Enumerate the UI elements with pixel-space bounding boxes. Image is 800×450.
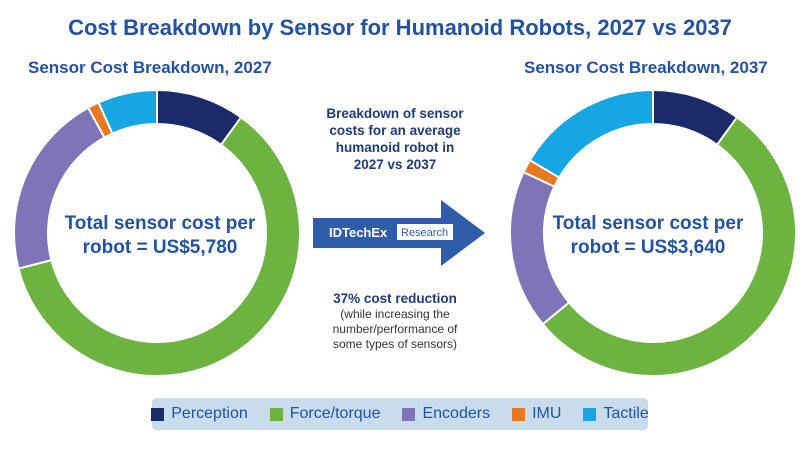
description-line: 2027 vs 2037 — [353, 157, 437, 172]
legend-item-imu: IMU — [512, 405, 561, 423]
cost-reduction-headline: 37% cost reduction — [333, 291, 457, 306]
total-cost-2027-line1: Total sensor cost per — [64, 213, 256, 234]
donut-2027-slice-force-torque — [17, 115, 301, 377]
cost-reduction-note: 37% cost reduction (while increasing the… — [305, 290, 485, 352]
donut-chart-2037 — [509, 88, 797, 377]
research-tag-text: Research — [401, 227, 448, 239]
arrow-icon: IDTechEx Research — [313, 200, 485, 266]
idtechex-logo-text: IDTechEx — [329, 225, 388, 240]
legend-label: Encoders — [422, 405, 491, 422]
legend-label: Tactile — [603, 405, 649, 422]
description-line: Breakdown of sensor — [326, 106, 464, 121]
legend: Perception Force/torque Encoders IMU Tac… — [151, 398, 649, 430]
legend-swatch — [583, 407, 597, 421]
legend-label: IMU — [532, 405, 562, 422]
right-chart-subtitle: Sensor Cost Breakdown, 2037 — [524, 58, 768, 77]
cost-reduction-detail: (while increasing the — [340, 307, 450, 321]
left-chart-subtitle: Sensor Cost Breakdown, 2027 — [28, 58, 272, 77]
legend-swatch — [151, 407, 165, 421]
legend-swatch — [402, 407, 416, 421]
total-cost-2037: Total sensor cost per robot = US$3,640 — [518, 212, 778, 260]
legend-label: Force/torque — [289, 405, 381, 422]
research-tag — [397, 224, 453, 240]
comparison-description: Breakdown of sensor costs for an average… — [305, 105, 485, 173]
chart-title: Cost Breakdown by Sensor for Humanoid Ro… — [68, 15, 732, 40]
donut-2027-slice-tactile — [97, 88, 158, 135]
description-line: humanoid robot in — [335, 140, 455, 155]
legend-item-perception: Perception — [151, 405, 248, 423]
total-cost-2027-line2: robot = US$5,780 — [82, 237, 238, 258]
cost-reduction-detail: number/performance of — [332, 322, 458, 336]
total-cost-2027: Total sensor cost per robot = US$5,780 — [30, 212, 290, 260]
donut-2037-slice-force-torque — [541, 115, 797, 377]
legend-item-force-torque: Force/torque — [269, 405, 381, 423]
legend-item-encoders: Encoders — [402, 405, 490, 423]
donut-chart-2027 — [13, 88, 301, 377]
legend-swatch — [512, 407, 526, 421]
legend-label: Perception — [171, 405, 248, 422]
total-cost-2037-line1: Total sensor cost per — [552, 213, 744, 234]
cost-reduction-detail: some types of sensors) — [332, 337, 458, 351]
description-line: costs for an average — [329, 123, 461, 138]
legend-swatch — [269, 407, 283, 421]
legend-item-tactile: Tactile — [583, 405, 649, 423]
total-cost-2037-line2: robot = US$3,640 — [570, 237, 726, 258]
donut-2037-slice-tactile — [528, 88, 654, 179]
